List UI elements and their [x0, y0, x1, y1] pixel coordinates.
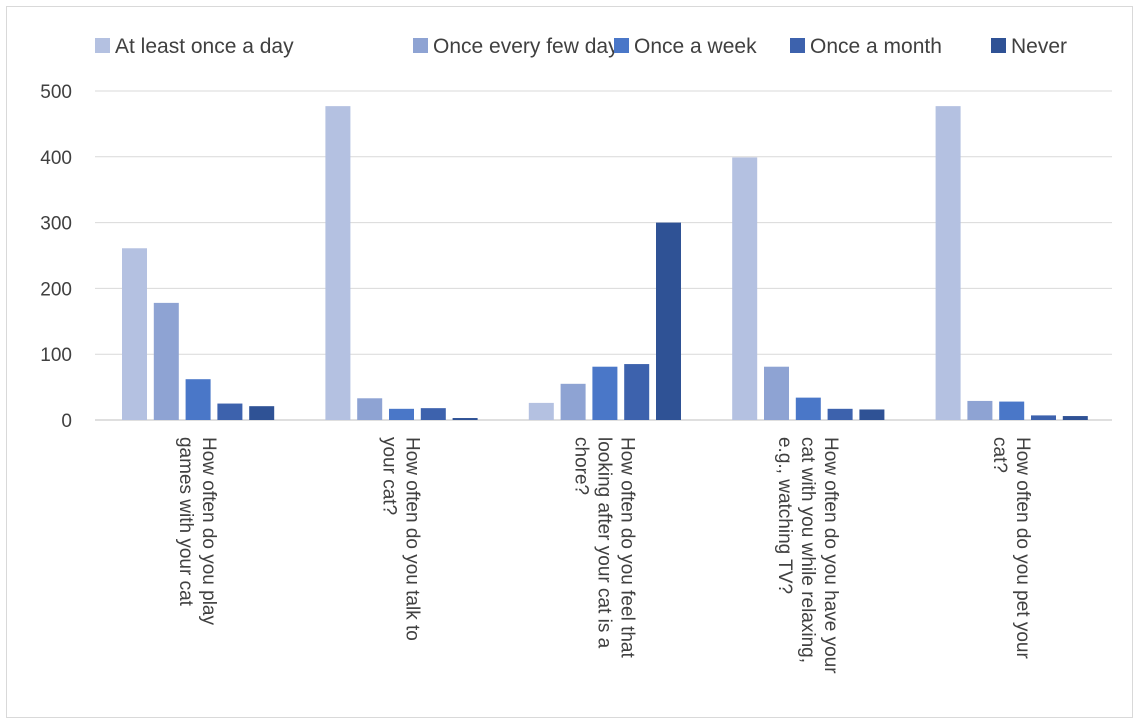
legend-label: Once a month [810, 35, 942, 58]
bar-5-category-5 [1062, 416, 1088, 420]
category-label-line: How often do you pet your [1012, 437, 1033, 659]
bar-5-category-2 [452, 418, 478, 420]
category-label-line: How often do you talk to [402, 437, 423, 641]
category-label-line: chore? [570, 437, 591, 495]
bar-1-category-3 [528, 402, 554, 420]
bar-4-category-3 [624, 364, 650, 420]
category-label-line: games with your cat [175, 437, 196, 607]
bar-5-category-3 [656, 222, 681, 420]
y-tick-label: 100 [40, 345, 72, 366]
bar-5-category-4 [859, 409, 885, 420]
bar-2-category-2 [357, 398, 383, 420]
bar-2-category-1 [153, 302, 179, 420]
bar-2-category-4 [764, 366, 789, 420]
category-label-line: your cat? [379, 437, 400, 515]
category-label-line: How often do you feel that [616, 437, 637, 658]
bar-3-category-4 [795, 397, 821, 420]
category-label-line: e.g., watching TV? [774, 437, 795, 594]
category-label-line: How often do you play [198, 437, 219, 626]
y-tick-label: 500 [40, 82, 72, 103]
bar-2-category-3 [560, 383, 586, 420]
bar-3-category-3 [592, 366, 618, 420]
category-label-line: cat? [989, 437, 1010, 473]
bar-1-category-5 [935, 106, 961, 420]
bar-4-category-5 [1031, 415, 1056, 420]
y-tick-label: 400 [40, 148, 72, 169]
legend-label: At least once a day [115, 35, 294, 58]
legend-swatch [991, 38, 1006, 53]
legend-label: Never [1011, 35, 1067, 58]
category-label-line: How often do you have your [820, 437, 841, 674]
legend-swatch [95, 38, 110, 53]
bar-4-category-2 [420, 408, 446, 420]
legend-label: Once a week [634, 35, 757, 58]
bar-1-category-2 [325, 106, 351, 420]
legend-swatch [790, 38, 805, 53]
y-tick-label: 0 [61, 411, 72, 432]
bar-3-category-2 [389, 408, 414, 420]
y-tick-label: 200 [40, 279, 72, 300]
category-label-line: looking after your cat is a [593, 437, 614, 649]
bar-1-category-4 [732, 157, 758, 420]
bar-3-category-5 [999, 401, 1025, 420]
bar-4-category-4 [827, 408, 853, 420]
legend-label: Once every few days [433, 35, 629, 58]
bar-4-category-1 [217, 403, 243, 420]
legend-swatch [413, 38, 428, 53]
bar-3-category-1 [185, 379, 211, 420]
bar-2-category-5 [967, 400, 993, 420]
category-label-line: cat with you while relaxing, [797, 437, 818, 663]
bar-5-category-1 [249, 406, 275, 420]
legend-swatch [614, 38, 629, 53]
bar-1-category-1 [122, 248, 147, 420]
y-tick-label: 300 [40, 214, 72, 235]
